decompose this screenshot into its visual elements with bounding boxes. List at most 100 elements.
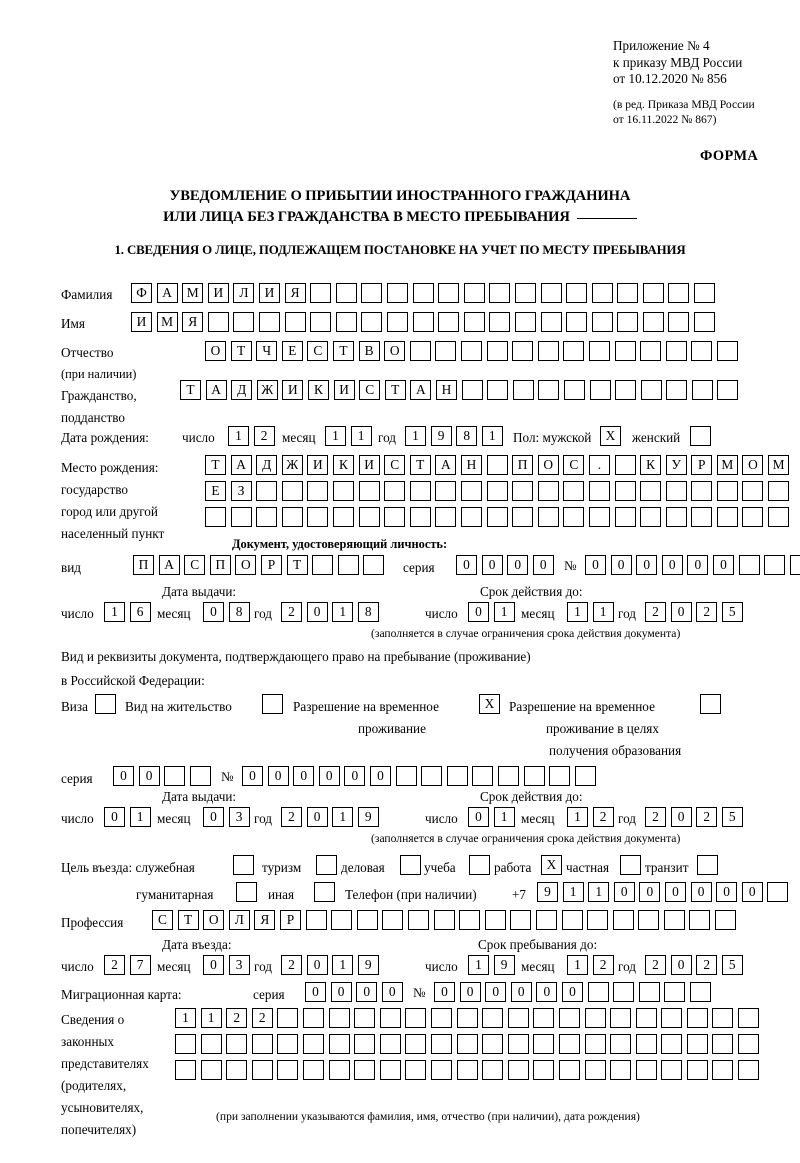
char-box[interactable]: А xyxy=(205,380,227,400)
char-box[interactable]: 0 xyxy=(242,766,263,786)
char-box[interactable]: 1 xyxy=(350,426,372,446)
char-box[interactable]: 1 xyxy=(567,807,588,827)
char-box[interactable]: 9 xyxy=(430,426,452,446)
char-box[interactable] xyxy=(512,481,534,501)
char-box[interactable] xyxy=(738,1008,760,1028)
char-box[interactable]: 0 xyxy=(267,766,289,786)
char-box[interactable] xyxy=(386,283,408,303)
char-box[interactable] xyxy=(717,380,739,400)
char-box[interactable] xyxy=(226,1060,248,1080)
char-box[interactable]: С xyxy=(563,455,585,475)
purpose-other-checkbox[interactable] xyxy=(314,882,335,902)
char-box[interactable] xyxy=(277,1060,299,1080)
char-box[interactable] xyxy=(489,283,511,303)
char-box[interactable] xyxy=(523,766,545,786)
char-box[interactable]: 0 xyxy=(113,766,134,786)
char-box[interactable]: . xyxy=(588,455,610,475)
char-box[interactable] xyxy=(461,380,483,400)
char-box[interactable]: 0 xyxy=(532,555,554,575)
char-box[interactable]: 1 xyxy=(588,882,610,902)
char-box[interactable]: 0 xyxy=(381,982,403,1002)
char-box[interactable]: 0 xyxy=(690,882,712,902)
char-box[interactable]: 0 xyxy=(670,955,692,975)
char-box[interactable] xyxy=(700,694,721,714)
purpose-tourism-checkbox[interactable] xyxy=(316,855,337,875)
char-box[interactable]: 0 xyxy=(507,555,529,575)
char-box[interactable] xyxy=(482,1008,504,1028)
char-box[interactable]: Л xyxy=(233,283,255,303)
sex-male-checkbox[interactable]: X xyxy=(600,426,621,446)
char-box[interactable] xyxy=(435,341,457,361)
char-box[interactable]: 2 xyxy=(281,955,302,975)
char-box[interactable] xyxy=(463,312,485,332)
char-box[interactable]: Р xyxy=(260,555,282,575)
char-box[interactable] xyxy=(305,910,327,930)
char-box[interactable] xyxy=(281,507,303,527)
char-box[interactable]: 2 xyxy=(645,955,666,975)
char-box[interactable]: 0 xyxy=(485,982,507,1002)
char-box[interactable] xyxy=(421,766,443,786)
char-box[interactable]: 1 xyxy=(481,426,503,446)
char-box[interactable]: 0 xyxy=(203,602,224,622)
char-box[interactable] xyxy=(251,1060,273,1080)
char-box[interactable] xyxy=(487,380,509,400)
char-box[interactable] xyxy=(638,910,660,930)
char-box[interactable] xyxy=(226,1034,248,1054)
char-box[interactable] xyxy=(277,1008,299,1028)
char-box[interactable] xyxy=(358,507,380,527)
char-box[interactable]: 5 xyxy=(721,955,743,975)
char-box[interactable] xyxy=(591,312,613,332)
char-box[interactable] xyxy=(540,312,562,332)
char-box[interactable] xyxy=(642,283,664,303)
char-box[interactable]: А xyxy=(435,455,457,475)
char-box[interactable] xyxy=(691,380,713,400)
char-box[interactable] xyxy=(459,910,481,930)
char-box[interactable] xyxy=(314,882,335,902)
char-box[interactable] xyxy=(482,1060,504,1080)
char-box[interactable] xyxy=(307,481,329,501)
char-box[interactable]: В xyxy=(358,341,380,361)
char-box[interactable] xyxy=(430,1060,452,1080)
char-box[interactable] xyxy=(456,1008,478,1028)
char-box[interactable] xyxy=(742,481,764,501)
char-box[interactable]: Д xyxy=(256,455,278,475)
char-box[interactable]: М xyxy=(768,455,790,475)
char-box[interactable]: 1 xyxy=(175,1008,196,1028)
char-box[interactable] xyxy=(358,481,380,501)
char-box[interactable]: 3 xyxy=(228,807,250,827)
char-box[interactable]: П xyxy=(133,555,154,575)
char-box[interactable] xyxy=(535,910,557,930)
char-box[interactable] xyxy=(277,1034,299,1054)
char-box[interactable]: 9 xyxy=(493,955,515,975)
char-box[interactable]: 1 xyxy=(200,1008,222,1028)
char-box[interactable]: И xyxy=(358,455,380,475)
char-box[interactable]: 6 xyxy=(129,602,151,622)
char-box[interactable] xyxy=(512,341,534,361)
char-box[interactable] xyxy=(549,766,571,786)
char-box[interactable] xyxy=(328,1060,350,1080)
char-box[interactable] xyxy=(356,910,378,930)
char-box[interactable]: 1 xyxy=(332,807,354,827)
char-box[interactable]: X xyxy=(600,426,621,446)
char-box[interactable] xyxy=(613,982,635,1002)
char-box[interactable] xyxy=(354,1060,376,1080)
char-box[interactable]: 1 xyxy=(405,426,426,446)
char-box[interactable]: 0 xyxy=(459,982,481,1002)
char-box[interactable] xyxy=(533,1060,555,1080)
char-box[interactable]: Ф xyxy=(131,283,152,303)
char-box[interactable]: 1 xyxy=(332,602,354,622)
char-box[interactable] xyxy=(697,855,718,875)
char-box[interactable]: Е xyxy=(281,341,303,361)
